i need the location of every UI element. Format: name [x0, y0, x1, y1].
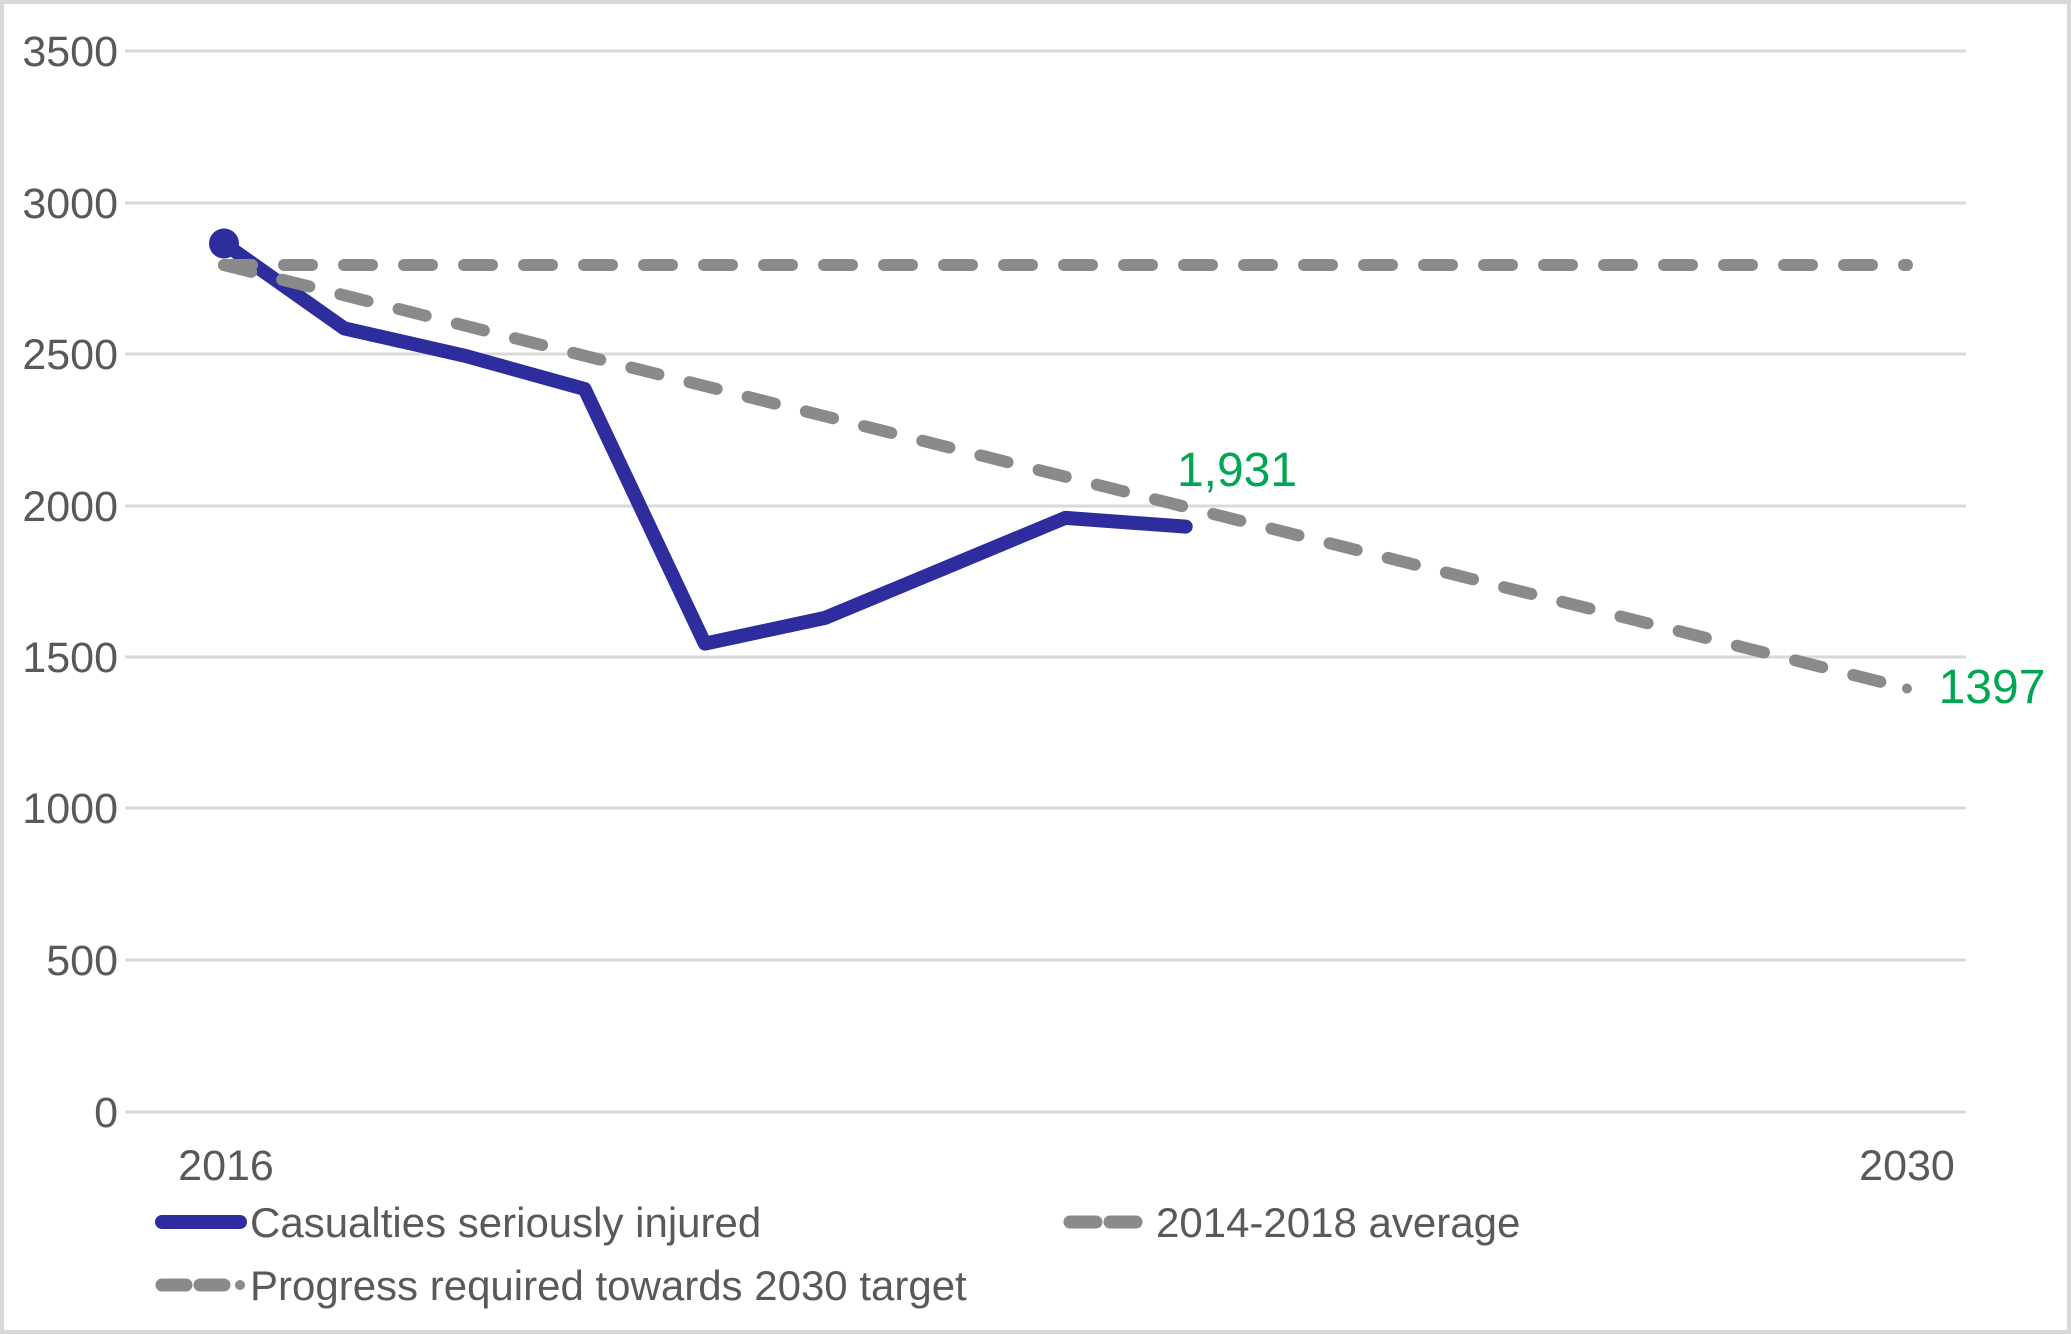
annotations: 1,931 1397	[1177, 444, 2045, 714]
series-line-2	[218, 259, 1913, 695]
series-layer	[209, 228, 1913, 695]
legend-label-casualties: Casualties seriously injured	[250, 1199, 761, 1246]
gridlines	[125, 49, 1966, 1114]
y-tick-label: 1500	[22, 634, 118, 682]
series-line-0	[217, 236, 1193, 651]
y-tick-label: 1000	[22, 785, 118, 833]
series-0-start-marker	[209, 228, 239, 259]
end-label-target: 1397	[1939, 661, 2046, 714]
y-tick-label: 3000	[22, 180, 118, 228]
legend-swatch-progress-dot	[235, 1280, 245, 1290]
end-label-casualties: 1,931	[1177, 444, 1297, 497]
legend: Casualties seriously injured 2014-2018 a…	[155, 1199, 1520, 1309]
y-tick-label: 2000	[22, 483, 118, 531]
y-tick-label: 0	[94, 1089, 118, 1137]
legend-label-average: 2014-2018 average	[1156, 1199, 1520, 1246]
y-axis-ticks: 3500 3000 2500 2000 1500 1000 500 0	[22, 28, 118, 1137]
series-2-end-marker	[1901, 683, 1912, 694]
legend-label-progress: Progress required towards 2030 target	[250, 1262, 967, 1309]
y-tick-label: 500	[46, 937, 118, 985]
x-axis-ticks: 2016 2030	[178, 1142, 1955, 1190]
y-tick-label: 2500	[22, 331, 118, 379]
x-tick-label-2016: 2016	[178, 1142, 274, 1190]
y-tick-label: 3500	[22, 28, 118, 76]
chart-svg: 3500 3000 2500 2000 1500 1000 500 0 2016…	[22, 28, 2045, 1309]
x-tick-label-2030: 2030	[1859, 1142, 1955, 1190]
